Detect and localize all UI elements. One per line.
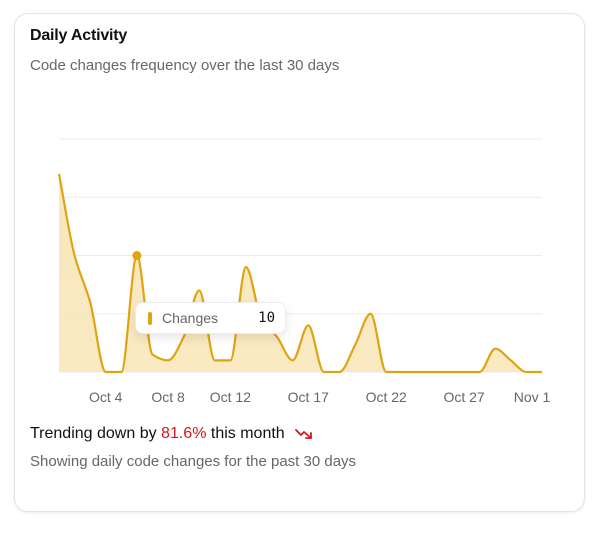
x-tick-label: Oct 27 bbox=[443, 389, 484, 405]
x-tick-label: Nov 1 bbox=[514, 389, 551, 405]
trend-percentage: 81.6% bbox=[161, 425, 207, 442]
x-tick-label: Oct 8 bbox=[151, 389, 185, 405]
chart-tooltip: Changes 10 bbox=[135, 302, 286, 334]
area-chart[interactable]: Oct 4 Oct 8 Oct 12 Oct 17 Oct 22 Oct 27 Nov 1 bbox=[0, 0, 600, 420]
series-line-changes[interactable] bbox=[57, 173, 542, 374]
tooltip-value: 10 bbox=[258, 310, 275, 326]
x-tick-label: Oct 17 bbox=[288, 389, 329, 405]
trending-down-icon bbox=[294, 429, 312, 439]
tooltip-label: Changes bbox=[162, 310, 219, 326]
x-tick-label: Oct 4 bbox=[89, 389, 123, 405]
card-subtitle: Code changes frequency over the last 30 … bbox=[30, 57, 340, 74]
active-point-marker[interactable] bbox=[132, 251, 142, 260]
trend-suffix: this month bbox=[206, 425, 285, 442]
area-fill bbox=[59, 173, 542, 372]
chart-description: Showing daily code changes for the past … bbox=[30, 453, 357, 470]
series-color-swatch bbox=[148, 311, 152, 325]
x-axis-ticks: Oct 4 Oct 8 Oct 12 Oct 17 Oct 22 Oct 27 Nov 1 bbox=[89, 389, 550, 405]
trend-prefix: Trending down by bbox=[30, 425, 162, 442]
card-title: Daily Activity bbox=[30, 27, 128, 44]
x-tick-label: Oct 12 bbox=[210, 389, 251, 405]
daily-activity-card bbox=[14, 13, 585, 512]
trend-summary: Trending down by 81.6% this month bbox=[30, 425, 313, 443]
x-tick-label: Oct 22 bbox=[366, 389, 407, 405]
